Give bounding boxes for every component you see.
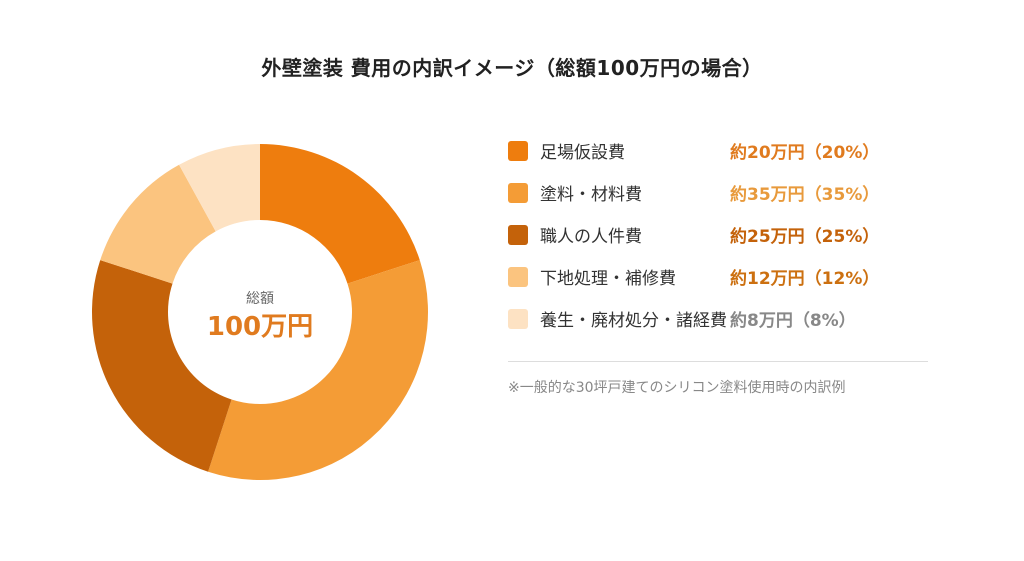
legend-label: 塗料・材料費 bbox=[540, 185, 642, 205]
center-label: 総額 bbox=[246, 291, 274, 307]
legend-swatch bbox=[508, 267, 528, 287]
legend-label: 下地処理・補修費 bbox=[540, 269, 676, 289]
legend-item: 職人の人件費 約25万円（25%） bbox=[508, 220, 948, 262]
donut-slice-4 bbox=[100, 164, 216, 284]
chart-title: 外壁塗装 費用の内訳イメージ（総額100万円の場合） bbox=[261, 56, 763, 80]
legend-swatch bbox=[508, 183, 528, 203]
legend-item: 下地処理・補修費 約12万円（12%） bbox=[508, 262, 948, 304]
donut-chart bbox=[91, 144, 428, 480]
legend-value: 約35万円（35%） bbox=[730, 185, 880, 205]
divider bbox=[508, 361, 928, 362]
legend-swatch bbox=[508, 309, 528, 329]
legend-value: 約12万円（12%） bbox=[730, 269, 880, 289]
legend-item: 養生・廃材処分・諸経費 約8万円（8%） bbox=[508, 304, 948, 346]
legend-label: 職人の人件費 bbox=[540, 227, 642, 247]
legend-value: 約20万円（20%） bbox=[730, 143, 880, 163]
donut-slice-2 bbox=[208, 260, 428, 480]
legend-swatch bbox=[508, 225, 528, 245]
legend-item: 塗料・材料費 約35万円（35%） bbox=[508, 178, 948, 220]
donut-slice-5 bbox=[179, 144, 260, 232]
legend-swatch bbox=[508, 141, 528, 161]
legend-label: 養生・廃材処分・諸経費 bbox=[540, 311, 727, 331]
legend: 足場仮設費 約20万円（20%） 塗料・材料費 約35万円（35%） 職人の人件費 約25… bbox=[508, 136, 948, 346]
center-value: 100万円 bbox=[206, 312, 314, 342]
legend-label: 足場仮設費 bbox=[540, 143, 625, 163]
legend-item: 足場仮設費 約20万円（20%） bbox=[508, 136, 948, 178]
legend-value: 約25万円（25%） bbox=[730, 227, 880, 247]
donut-slice-3 bbox=[91, 260, 232, 472]
donut-slice-1 bbox=[260, 144, 420, 284]
legend-value: 約8万円（8%） bbox=[730, 311, 856, 331]
footnote: ※一般的な30坪戸建てのシリコン塗料使用時の内訳例 bbox=[508, 380, 846, 396]
